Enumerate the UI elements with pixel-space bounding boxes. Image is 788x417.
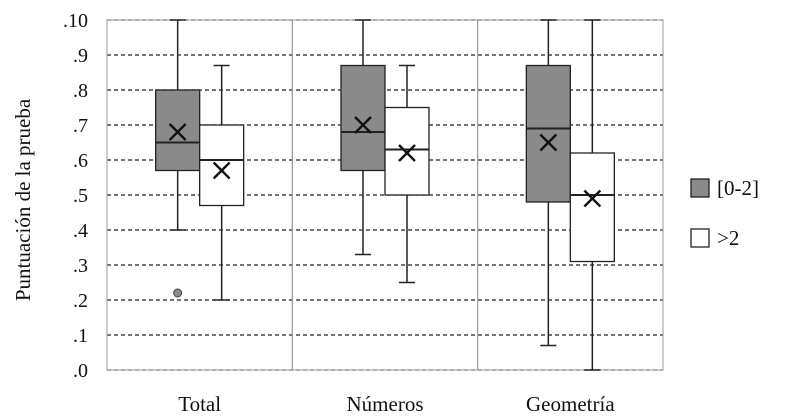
legend-swatch — [690, 178, 710, 198]
box-group-gt2-2 — [569, 19, 615, 371]
y-tick-label: .7 — [73, 115, 88, 137]
box-iqr — [155, 89, 201, 172]
mean-marker — [583, 189, 602, 208]
y-tick-label: .0 — [73, 360, 88, 382]
y-tick-label: .2 — [73, 290, 88, 312]
legend-swatch — [690, 228, 710, 248]
box-iqr — [199, 124, 245, 207]
plot-frame — [106, 19, 664, 371]
x-category-label: Total — [178, 392, 221, 416]
mean-marker — [168, 123, 187, 141]
x-category-label: Números — [347, 392, 424, 416]
y-tick-label: .6 — [73, 150, 88, 172]
y-axis-label: Puntuación de la prueba — [11, 98, 35, 301]
y-tick-label: .4 — [73, 220, 88, 242]
box-group-0-2-0 — [155, 19, 201, 298]
box-iqr — [569, 152, 615, 263]
y-tick-label: .10 — [63, 10, 88, 32]
mean-marker — [539, 133, 558, 152]
mean-marker — [398, 144, 416, 162]
box-group-0-2-1 — [340, 19, 386, 256]
box-iqr — [525, 64, 571, 203]
box-group-0-2-2 — [525, 19, 571, 347]
box-iqr — [384, 106, 430, 196]
y-tick-label: .9 — [73, 45, 88, 67]
y-tick-label: .3 — [73, 255, 88, 277]
mean-marker — [212, 161, 231, 180]
y-tick-label: .5 — [73, 185, 88, 207]
box-iqr — [340, 64, 386, 172]
outlier-point — [173, 288, 183, 298]
category-separators — [291, 20, 479, 370]
y-axis-ticks: .0 .1 .2 .3 .4 .5 .6 .7 .8 .9 .10 — [63, 10, 88, 382]
y-tick-label: .1 — [73, 325, 88, 347]
legend: [0-2] >2 — [690, 176, 759, 250]
legend-label: [0-2] — [717, 176, 759, 200]
box-group-gt2-1 — [384, 64, 430, 284]
mean-marker — [354, 116, 372, 134]
x-axis-category-labels: Total Números Geometría — [178, 392, 615, 416]
boxes — [155, 19, 615, 371]
y-tick-label: .8 — [73, 80, 88, 102]
x-category-label: Geometría — [526, 392, 615, 416]
box-group-gt2-0 — [199, 64, 245, 301]
legend-label: >2 — [717, 226, 739, 250]
